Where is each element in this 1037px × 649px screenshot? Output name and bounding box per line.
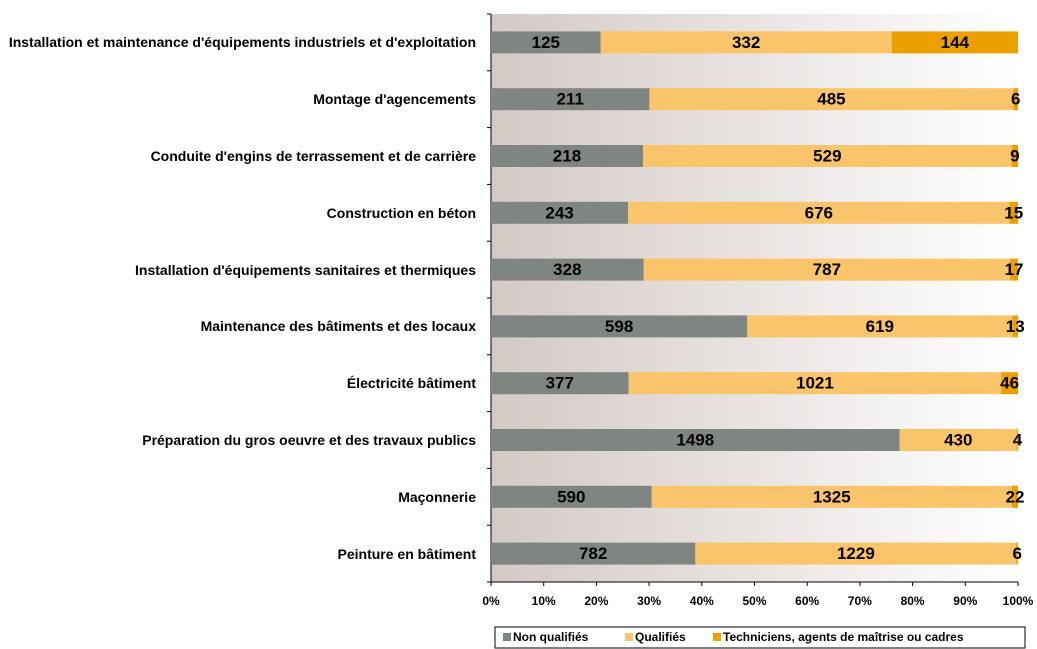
bar-segment — [1016, 429, 1018, 451]
bar-segment — [1011, 145, 1018, 167]
bar-segment — [1012, 485, 1018, 508]
data-label: 1021 — [796, 374, 834, 393]
category-label: Peinture en bâtiment — [337, 545, 476, 562]
category-label: Conduite d'engins de terrassement et de … — [150, 148, 476, 164]
x-tick-label: 30% — [637, 594, 661, 608]
bar-segment — [491, 542, 696, 565]
x-tick-label: 60% — [795, 594, 819, 608]
data-label: 787 — [813, 260, 841, 279]
data-label: 782 — [579, 544, 607, 563]
category-label: Préparation du gros oeuvre et des travau… — [142, 432, 476, 448]
data-label: 22 — [1006, 487, 1025, 506]
data-label: 430 — [944, 430, 972, 449]
bar-segment — [642, 145, 1012, 167]
bar-segment — [747, 315, 1013, 338]
bar-segment — [491, 372, 629, 395]
bar-segment — [628, 201, 1010, 224]
data-label: 485 — [817, 90, 845, 109]
bar-segment — [1001, 372, 1018, 395]
bar-segment — [628, 372, 1002, 395]
category-label: Maintenance des bâtiments et des locaux — [200, 318, 476, 335]
data-label: 590 — [557, 487, 585, 506]
bar-segment — [1012, 315, 1018, 338]
bar-segment — [643, 258, 1011, 281]
data-label: 211 — [556, 90, 583, 109]
category-label: Électricité bâtiment — [346, 375, 476, 392]
data-label: 1325 — [813, 487, 851, 506]
data-label: 17 — [1005, 260, 1024, 279]
x-tick-label: 80% — [901, 594, 925, 608]
legend-label: Techniciens, agents de maîtrise ou cadre… — [723, 630, 964, 644]
data-label: 144 — [941, 33, 970, 52]
bar-segment — [491, 88, 650, 111]
category-label: Montage d'agencements — [313, 91, 476, 108]
x-tick-label: 40% — [690, 594, 714, 608]
x-tick-label: 50% — [742, 594, 766, 608]
bar-segment — [1009, 201, 1018, 224]
legend-swatch — [503, 633, 511, 641]
bar-segment — [491, 485, 652, 508]
category-label: Installation d'équipements sanitaires et… — [135, 261, 476, 278]
data-label: 6 — [1011, 90, 1020, 109]
data-label: 218 — [553, 146, 581, 165]
bar-segment — [899, 429, 1017, 451]
bar-segment — [891, 31, 1018, 54]
bar-segment — [491, 201, 629, 224]
x-tick-label: 100% — [1003, 594, 1034, 608]
data-label: 328 — [553, 260, 581, 279]
data-label: 676 — [805, 203, 833, 222]
bar-segment — [651, 485, 1013, 508]
bar-segment — [649, 88, 1014, 111]
data-label: 9 — [1010, 146, 1019, 165]
bar-segment — [491, 429, 900, 451]
bar-segment — [1013, 88, 1018, 111]
data-label: 46 — [1000, 374, 1019, 393]
bar-segment — [1016, 542, 1018, 565]
data-label: 529 — [813, 146, 841, 165]
data-label: 243 — [545, 203, 573, 222]
data-label: 15 — [1004, 203, 1023, 222]
bar-segment — [1010, 258, 1018, 281]
data-label: 619 — [866, 317, 894, 336]
legend-swatch — [625, 633, 633, 641]
x-tick-label: 90% — [953, 594, 977, 608]
data-label: 332 — [732, 33, 760, 52]
data-label: 1229 — [837, 544, 875, 563]
x-tick-label: 20% — [584, 594, 608, 608]
category-label: Installation et maintenance d'équipement… — [8, 34, 476, 51]
bar-segment — [600, 31, 892, 54]
legend-label: Non qualifiés — [513, 630, 589, 644]
data-label: 1498 — [676, 430, 714, 449]
data-label: 13 — [1006, 317, 1025, 336]
data-label: 598 — [605, 317, 633, 336]
x-tick-label: 10% — [532, 594, 556, 608]
x-tick-label: 70% — [848, 594, 872, 608]
bar-segment — [491, 315, 748, 338]
bar-segment — [491, 258, 644, 281]
data-label: 6 — [1012, 544, 1021, 563]
data-label: 4 — [1013, 430, 1023, 449]
bar-segment — [695, 542, 1017, 565]
bar-segment — [491, 31, 601, 54]
bar-segment — [491, 145, 643, 167]
data-label: 125 — [532, 33, 560, 52]
category-label: Construction en béton — [326, 204, 476, 221]
data-label: 377 — [546, 374, 574, 393]
legend-label: Qualifiés — [635, 630, 686, 644]
x-tick-label: 0% — [482, 594, 500, 608]
legend-swatch — [713, 633, 721, 641]
legend-box — [494, 626, 1026, 649]
category-label: Maçonnerie — [398, 488, 476, 505]
